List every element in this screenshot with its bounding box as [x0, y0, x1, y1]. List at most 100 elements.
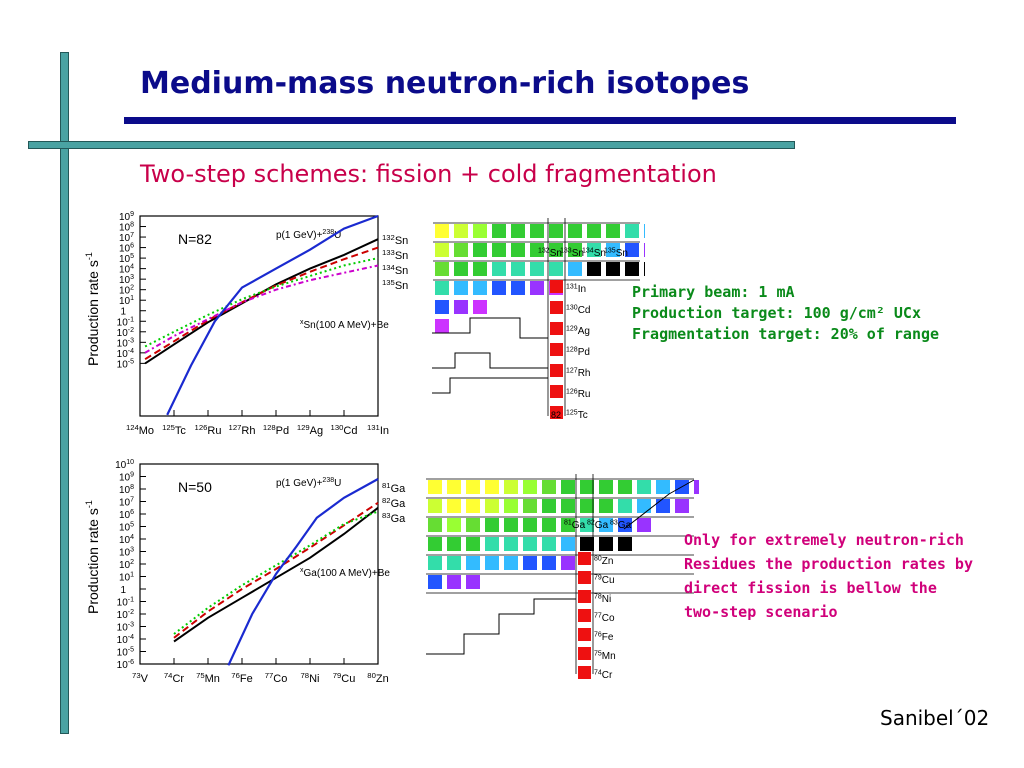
x-tick-label: 128Pd: [263, 423, 289, 437]
nuclide-cell: [466, 480, 480, 494]
nuclide-cell: [625, 243, 639, 257]
nuclide-cell: [466, 518, 480, 532]
x-tick-label: 80Zn: [367, 671, 388, 685]
nuclide-cell: [454, 243, 468, 257]
staircase-line: [426, 479, 695, 655]
left-vertical-bar: [60, 52, 69, 734]
note-fragmentation-target: Fragmentation target: 20% of range: [632, 325, 940, 343]
nuclide-cell: [561, 537, 575, 551]
slide-subtitle: Two-step schemes: fission + cold fragmen…: [140, 160, 717, 188]
nuclide-cell: [694, 480, 699, 494]
nuclide-cell: [599, 480, 613, 494]
isotope-label: 83Ga: [610, 520, 632, 532]
legend-label: 135Sn: [382, 278, 408, 292]
x-tick-label: 124Mo: [126, 423, 154, 437]
isotope-label: 135Sn: [604, 248, 628, 260]
nuclide-cell: [485, 480, 499, 494]
legend-label: 83Ga: [382, 511, 406, 525]
nuclide-cell: [542, 556, 556, 570]
nuclide-cell: [656, 480, 670, 494]
column-label: 77Co: [594, 613, 615, 625]
nuclide-cell: [454, 262, 468, 276]
nuclide-cell: [587, 243, 601, 257]
nuclide-cell: [435, 243, 449, 257]
nuclide-cell: [599, 499, 613, 513]
column-label: 129Ag: [566, 326, 590, 338]
column-label: 126Ru: [566, 389, 590, 401]
nuclide-cell: [473, 224, 487, 238]
nuclide-cell: [542, 537, 556, 551]
nuclide-cell: [580, 537, 594, 551]
column-cell: [550, 343, 563, 356]
nuclide-cell: [599, 518, 613, 532]
nuclide-cell: [568, 224, 582, 238]
nuclide-cell: [580, 499, 594, 513]
y-tick-label: 103: [119, 547, 134, 559]
y-tick-label: 10-4: [117, 348, 134, 360]
column-label: 127Rh: [566, 368, 590, 380]
nuclide-cell: [587, 224, 601, 238]
panel-label: N=50: [178, 479, 212, 495]
legend-label: 133Sn: [382, 248, 408, 262]
nuclide-cell: [473, 262, 487, 276]
nuclide-cell: [530, 224, 544, 238]
nuclide-cell: [549, 243, 563, 257]
nuclide-cell: [561, 499, 575, 513]
x-tick-label: 73V: [132, 671, 149, 685]
nuclide-cell: [473, 243, 487, 257]
nuclide-cell: [473, 300, 487, 314]
fragmentation-annotation: xGa(100 A MeV)+Be: [300, 567, 390, 579]
nuclide-cell: [485, 518, 499, 532]
legend-label: 134Sn: [382, 263, 408, 277]
note-line-2: Residues the production rates by: [684, 555, 973, 573]
series-line-fission: [227, 478, 379, 666]
nuclide-cell: [568, 243, 582, 257]
nuclide-cell: [530, 281, 544, 295]
nuclide-cell: [561, 480, 575, 494]
nuclide-cell: [428, 537, 442, 551]
column-cell: [578, 609, 591, 622]
column-cell: [578, 666, 591, 679]
nuclide-cell: [485, 537, 499, 551]
nuclide-cell: [523, 537, 537, 551]
nuclide-cell: [523, 499, 537, 513]
y-tick-label: 10-1: [117, 597, 134, 609]
y-axis-label: Production rate s-1: [84, 252, 101, 366]
y-tick-label: 10-1: [117, 316, 134, 328]
nuclide-cell: [435, 319, 449, 333]
y-tick-label: 10-3: [117, 622, 134, 634]
column-label: 75Mn: [594, 651, 616, 663]
nuclide-cell: [428, 575, 442, 589]
nuclide-cell: [492, 262, 506, 276]
x-tick-label: 78Ni: [301, 671, 320, 685]
footer-text: Sanibel´02: [880, 706, 990, 730]
column-cell: [550, 301, 563, 314]
y-tick-label: 104: [119, 264, 134, 276]
nuclide-cell: [618, 480, 632, 494]
nuclide-cell: [504, 499, 518, 513]
x-tick-label: 127Rh: [229, 423, 256, 437]
nuclide-cell: [599, 537, 613, 551]
fission-annotation: p(1 GeV)+238U: [276, 477, 341, 489]
nuclide-cell: [511, 243, 525, 257]
y-tick-label: 109: [119, 211, 134, 223]
column-cell: [578, 647, 591, 660]
plot-frame: [139, 215, 379, 417]
column-cell: [578, 552, 591, 565]
y-tick-label: 103: [119, 274, 134, 286]
column-cell: [578, 628, 591, 641]
y-tick-label: 1: [120, 585, 126, 596]
x-tick-label: 77Co: [265, 671, 288, 685]
nuclide-cell: [504, 480, 518, 494]
nuclide-cell: [511, 262, 525, 276]
nuclide-cell: [637, 518, 651, 532]
nuclide-cell: [435, 262, 449, 276]
note-production-target: Production target: 100 g/cm² UCx: [632, 304, 921, 322]
nuclide-cell: [561, 556, 575, 570]
column-cell: [578, 590, 591, 603]
nuclide-cell: [656, 499, 670, 513]
note-line-4: two-step scenario: [684, 603, 838, 621]
plot-n50: 1010109108107106105104103102101110-110-2…: [84, 459, 406, 685]
column-label: 79Cu: [594, 575, 615, 587]
isotope-label: 132Sn: [538, 248, 562, 260]
